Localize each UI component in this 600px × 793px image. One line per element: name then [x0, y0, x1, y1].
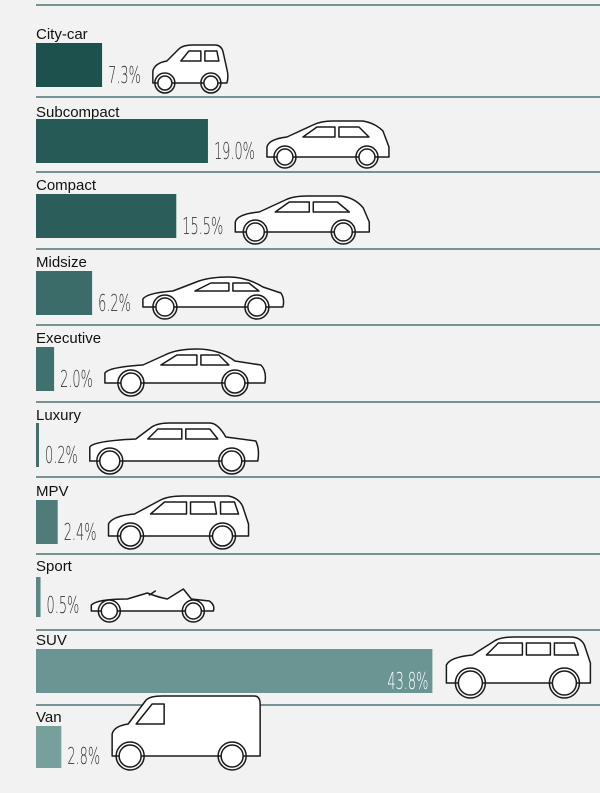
- car-windows: [180, 50, 220, 62]
- wheel: [100, 602, 119, 620]
- category-label: Van: [36, 709, 62, 726]
- wheel-arch: [273, 145, 297, 169]
- bar: [36, 423, 39, 467]
- car-windows: [160, 354, 230, 366]
- wheel: [155, 297, 175, 317]
- wheel: [333, 222, 354, 242]
- suv-car-icon: [445, 636, 592, 699]
- value-label: 0.5%: [47, 593, 80, 619]
- value-label: 15.5%: [182, 214, 223, 240]
- value-label: 19.0%: [214, 139, 255, 165]
- bar: [36, 194, 177, 238]
- wheel: [457, 670, 484, 696]
- wheel-arch: [548, 667, 581, 699]
- sport-car-icon: [90, 588, 215, 623]
- bar: [36, 43, 103, 87]
- wheel: [157, 75, 173, 91]
- mpv-car-icon: [107, 495, 250, 550]
- car-windows: [135, 703, 165, 725]
- category-label: SUV: [36, 632, 67, 649]
- luxury-car-icon: [89, 422, 260, 475]
- wheel: [203, 75, 219, 91]
- car-windows: [194, 282, 260, 292]
- wheel: [99, 450, 121, 472]
- category-label: Compact: [36, 177, 97, 194]
- value-label: 2.4%: [64, 520, 97, 546]
- wheel: [184, 602, 203, 620]
- van-icon: [111, 695, 261, 771]
- car-body: [89, 422, 260, 462]
- executive-car-icon: [104, 348, 267, 397]
- car-windows: [149, 501, 240, 515]
- car-windows: [485, 642, 580, 656]
- category-label: Sport: [36, 558, 73, 575]
- wheel: [358, 148, 376, 166]
- category-label: City-car: [36, 26, 88, 43]
- wheel: [120, 372, 142, 394]
- category-label: MPV: [36, 483, 69, 500]
- wheel-arch: [117, 369, 145, 397]
- value-label: 2.8%: [67, 744, 100, 770]
- wheel: [551, 670, 578, 696]
- wheel: [118, 744, 142, 768]
- value-label: 7.3%: [108, 63, 141, 89]
- wheel-arch: [116, 522, 145, 550]
- bar: [36, 577, 41, 617]
- wheel-arch: [217, 741, 247, 771]
- wheel: [276, 148, 294, 166]
- wheel: [221, 450, 243, 472]
- wheel-arch: [154, 72, 176, 94]
- car-windows: [302, 126, 370, 138]
- wheel: [119, 525, 142, 547]
- bar: [36, 500, 58, 544]
- wheel-arch: [454, 667, 487, 699]
- value-label: 6.2%: [98, 291, 131, 317]
- category-label: Executive: [36, 330, 101, 347]
- wheel-arch: [218, 447, 246, 475]
- wheel-arch: [221, 369, 249, 397]
- wheel-arch: [355, 145, 379, 169]
- compact-car-icon: [234, 195, 371, 245]
- wheel-arch: [242, 219, 269, 245]
- wheel-arch: [330, 219, 357, 245]
- bar: [36, 119, 208, 163]
- wheel: [224, 372, 246, 394]
- car-windows: [147, 428, 219, 440]
- value-label: 0.2%: [45, 443, 78, 469]
- bar: [36, 649, 433, 693]
- car-windows: [148, 590, 157, 596]
- value-label: 43.8%: [387, 669, 428, 695]
- category-label: Subcompact: [36, 104, 120, 121]
- city-car-icon: [152, 44, 229, 94]
- wheel-arch: [181, 599, 206, 623]
- bar: [36, 347, 55, 391]
- car-windows: [274, 201, 351, 213]
- wheel-arch: [208, 522, 237, 550]
- category-label: Luxury: [36, 407, 82, 424]
- wheel-arch: [96, 447, 124, 475]
- subcompact-car-icon: [266, 120, 390, 169]
- wheel: [211, 525, 234, 547]
- car-body: [266, 120, 390, 158]
- wheel: [247, 297, 267, 317]
- category-label: Midsize: [36, 254, 87, 271]
- midsize-car-icon: [142, 276, 285, 320]
- wheel: [245, 222, 266, 242]
- wheel-arch: [115, 741, 145, 771]
- wheel-arch: [97, 599, 122, 623]
- value-label: 2.0%: [60, 367, 93, 393]
- wheel-arch: [152, 294, 178, 320]
- bar: [36, 726, 62, 768]
- wheel-arch: [244, 294, 270, 320]
- wheel: [220, 744, 244, 768]
- bar: [36, 271, 93, 315]
- wheel-arch: [200, 72, 222, 94]
- car-body: [111, 695, 261, 757]
